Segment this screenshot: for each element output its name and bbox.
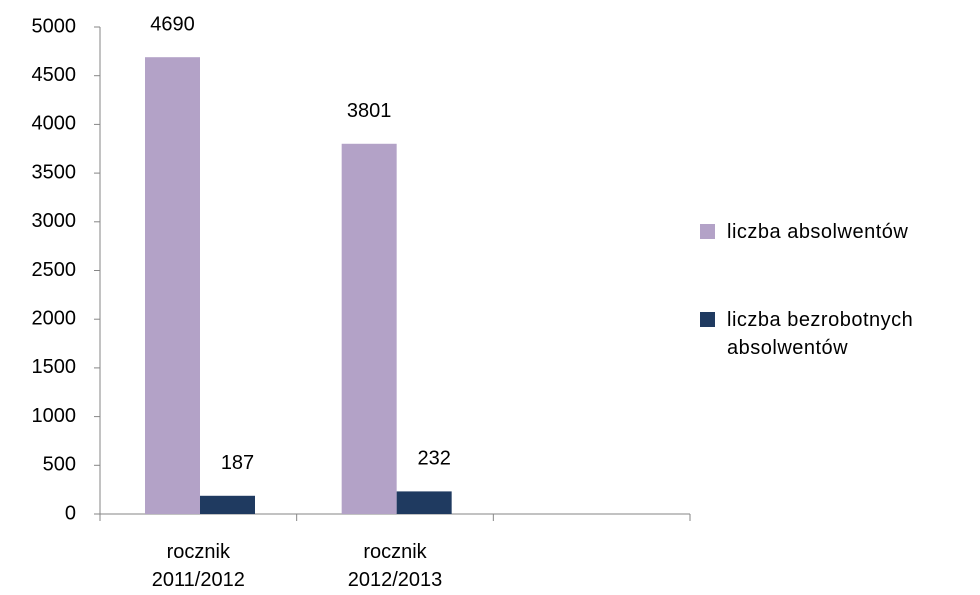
bar (341, 143, 397, 514)
y-tick-label: 1500 (32, 356, 77, 378)
value-label: 4690 (150, 13, 195, 35)
y-tick-label: 4500 (32, 64, 77, 86)
y-tick-label: 500 (43, 454, 76, 476)
y-tick-label: 5000 (32, 15, 77, 37)
y-tick-label: 0 (65, 502, 76, 524)
y-tick-label: 2500 (32, 259, 77, 281)
value-label: 187 (221, 452, 254, 474)
value-label: 3801 (347, 100, 392, 122)
legend-swatch (700, 312, 715, 327)
y-tick-label: 1000 (32, 405, 77, 427)
bar (200, 495, 255, 514)
y-tick-label: 2000 (32, 307, 77, 329)
legend-label: liczba absolwentów (727, 221, 909, 243)
y-tick-label: 3000 (32, 210, 77, 232)
y-tick-label: 3500 (32, 161, 77, 183)
y-tick-label: 4000 (32, 113, 77, 135)
x-tick-label: rocznik 2012/2013 (347, 541, 443, 591)
value-label: 232 (417, 448, 450, 470)
bar (396, 491, 452, 514)
legend-swatch (700, 224, 715, 239)
x-tick-label: rocznik 2011/2012 (151, 541, 245, 591)
legend-label: liczba bezrobotnych absolwentów (727, 309, 914, 359)
bar (145, 57, 200, 514)
